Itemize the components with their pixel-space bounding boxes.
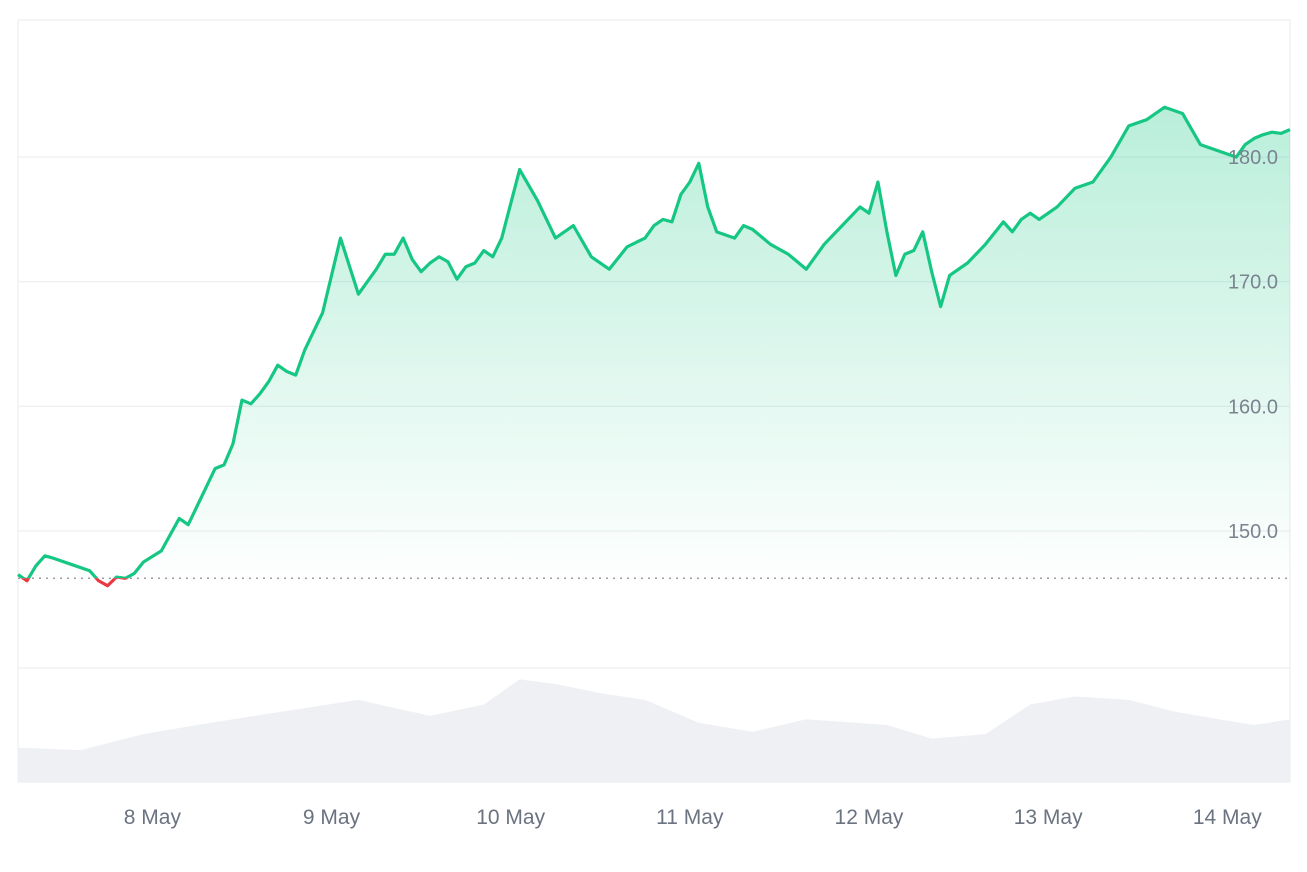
x-tick-label: 10 May bbox=[476, 806, 545, 829]
y-tick-label: 160.0 bbox=[1228, 396, 1278, 418]
x-axis-labels: 8 May 9 May 10 May 11 May 12 May 13 May … bbox=[124, 806, 1262, 829]
price-line-up bbox=[17, 105, 1291, 579]
y-axis-labels: 180.0 170.0 160.0 150.0 bbox=[1228, 147, 1278, 543]
x-tick-label: 14 May bbox=[1193, 806, 1262, 829]
y-tick-label: 170.0 bbox=[1228, 272, 1278, 294]
x-tick-label: 13 May bbox=[1014, 806, 1083, 829]
volume-shape bbox=[18, 679, 1290, 782]
x-tick-label: 8 May bbox=[124, 806, 182, 829]
x-tick-label: 11 May bbox=[656, 806, 724, 829]
y-tick-label: 180.0 bbox=[1228, 147, 1278, 169]
x-tick-label: 12 May bbox=[835, 806, 904, 829]
price-area-fill bbox=[18, 107, 1290, 579]
price-line bbox=[17, 105, 1291, 588]
y-tick-label: 150.0 bbox=[1228, 521, 1278, 543]
volume-area bbox=[18, 679, 1290, 782]
x-tick-label: 9 May bbox=[303, 806, 361, 829]
price-area bbox=[18, 107, 1290, 579]
